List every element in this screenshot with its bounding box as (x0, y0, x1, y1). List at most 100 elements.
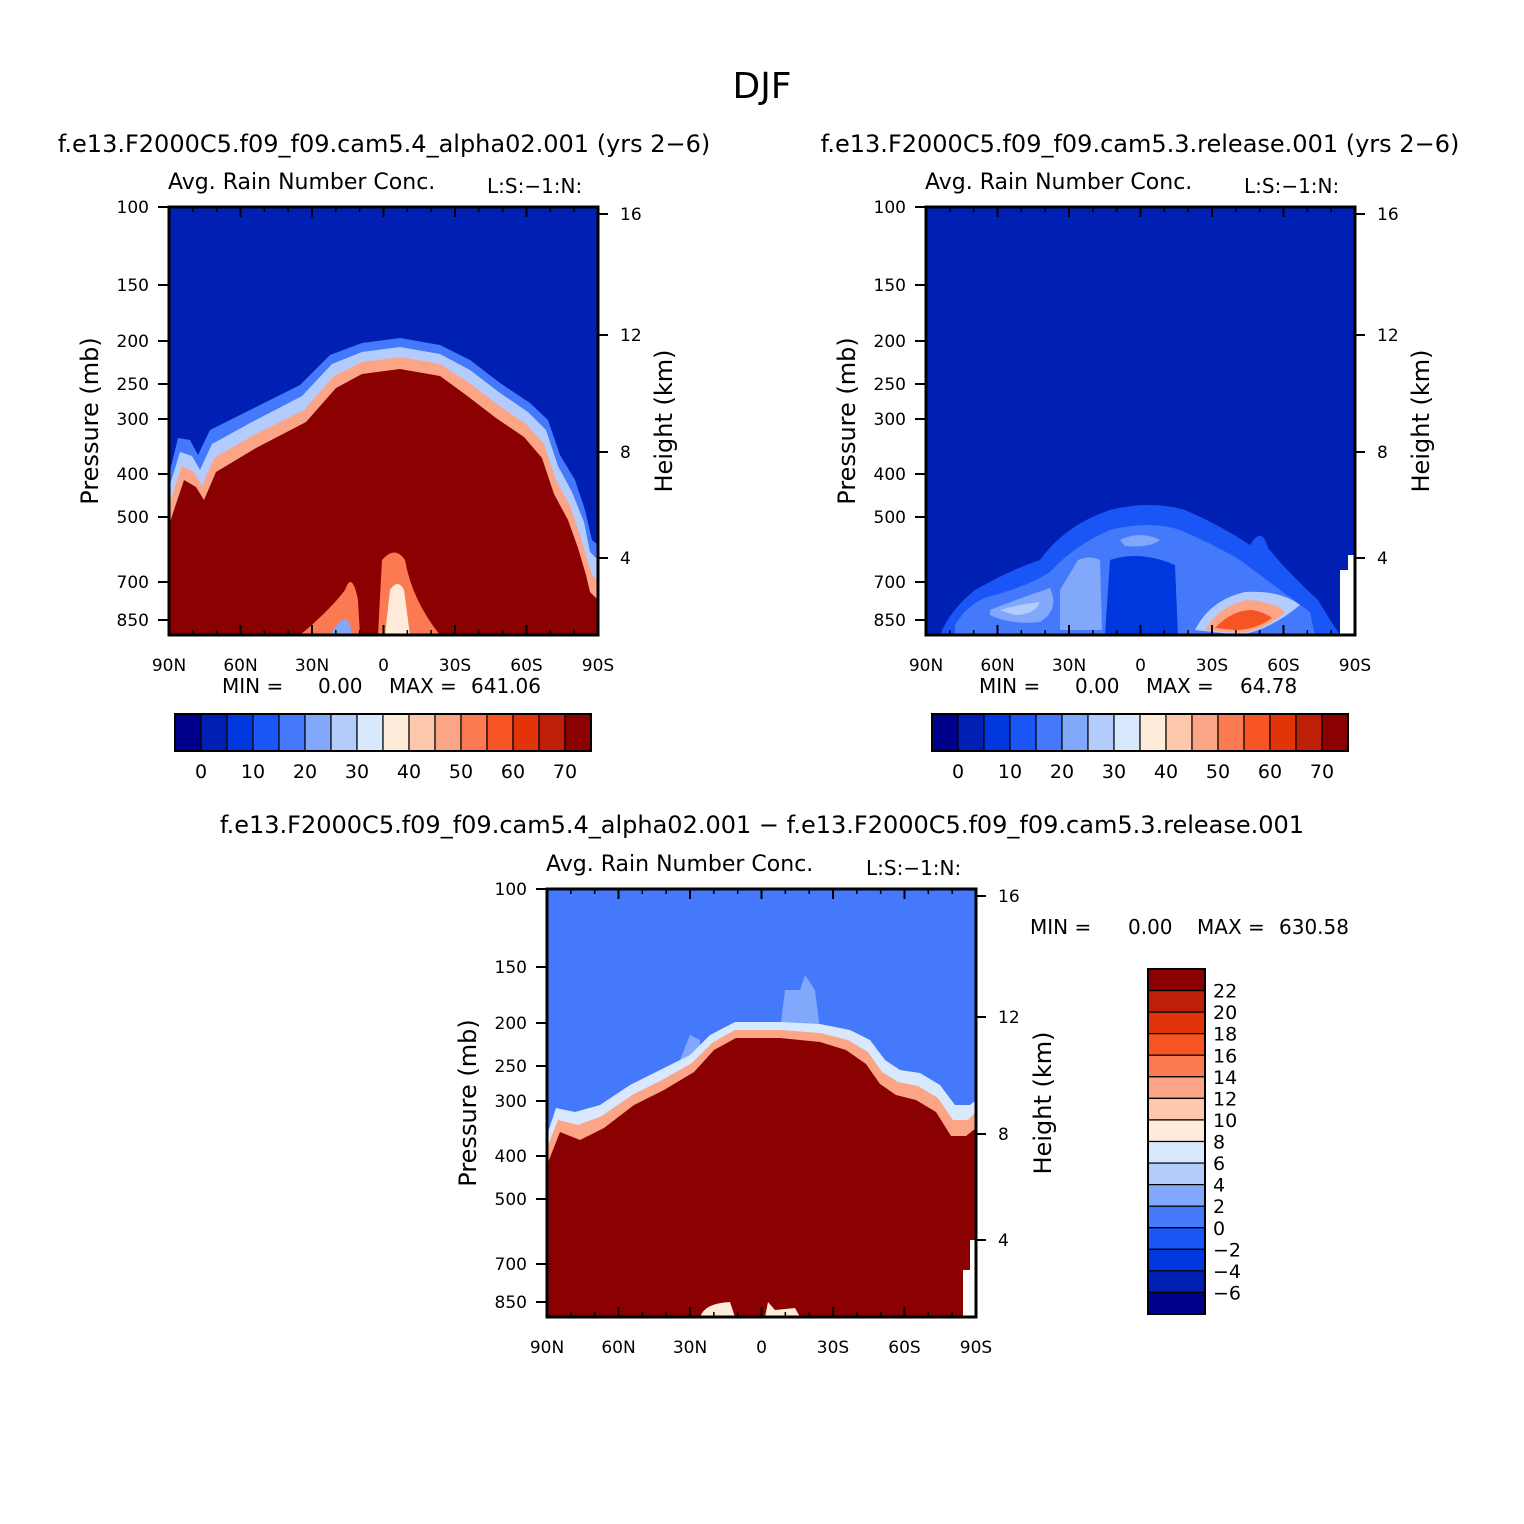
colorbar-label: 22 (1213, 981, 1237, 1003)
right-y-tick-label: 12 (998, 1008, 1020, 1028)
y-tick-label: 700 (117, 573, 149, 593)
case-title: f.e13.F2000C5.f09_f09.cam5.3.release.001… (821, 130, 1460, 158)
y-axis-label: Pressure (mb) (454, 1019, 482, 1186)
y-tick-label: 850 (874, 611, 906, 631)
colorbar-box (1147, 1033, 1206, 1056)
x-tick-label: 0 (756, 1338, 767, 1358)
colorbar-label: 30 (345, 761, 369, 783)
colorbar-box (382, 713, 410, 752)
x-tick-label: 0 (1135, 656, 1146, 676)
max-value: 641.06 (471, 674, 541, 698)
right-y-axis: 16 12 8 4 (976, 887, 1020, 1251)
colorbar-box (1147, 968, 1206, 992)
max-label: MAX = (389, 674, 457, 698)
colorbar-label: −4 (1213, 1261, 1241, 1283)
y-tick-label: 400 (117, 465, 149, 485)
y-tick-label: 700 (495, 1255, 527, 1275)
colorbar-box (1147, 1291, 1206, 1315)
y-tick-label: 250 (495, 1057, 527, 1077)
colorbar-box (957, 713, 985, 752)
x-tick-label: 60N (601, 1338, 635, 1358)
colorbar-box (252, 713, 280, 752)
y-tick-label: 250 (874, 375, 906, 395)
colorbar-box (1113, 713, 1141, 752)
colorbar-box (1147, 989, 1206, 1013)
x-tick-label: 60S (888, 1338, 920, 1358)
y-tick-label: 200 (117, 332, 149, 352)
case-title: f.e13.F2000C5.f09_f09.cam5.4_alpha02.001… (58, 130, 711, 158)
contour-field (926, 207, 1355, 635)
colorbar-label: 4 (1213, 1175, 1225, 1197)
right-y-axis: 16 12 8 4 (1355, 205, 1399, 569)
max-value: 630.58 (1279, 915, 1349, 939)
y-tick-label: 500 (495, 1190, 527, 1210)
x-tick-label: 60N (980, 656, 1014, 676)
colorbar-box (1147, 1054, 1206, 1078)
y-tick-label: 400 (874, 465, 906, 485)
colorbar-label: 8 (1213, 1132, 1225, 1154)
y-tick-label: 300 (495, 1092, 527, 1112)
right-y-axis-label: Height (km) (650, 350, 678, 493)
y-axis: 100 150 200 250 300 400 500 700 850 (874, 198, 926, 631)
colorbar-label: 16 (1213, 1045, 1237, 1067)
colorbar-box (1147, 1248, 1206, 1272)
colorbar-box (1147, 1270, 1206, 1294)
colorbar-label: 20 (293, 761, 317, 783)
panel-2: f.e13.F2000C5.f09_f09.cam5.3.release.001… (821, 130, 1460, 783)
right-y-tick-label: 16 (1377, 205, 1399, 225)
right-y-tick-label: 12 (620, 326, 642, 346)
colorbar-label: −6 (1213, 1282, 1241, 1304)
y-axis: 100 150 200 250 300 400 500 700 850 (495, 880, 547, 1313)
colorbar-box (1269, 713, 1297, 752)
right-y-tick-label: 16 (620, 205, 642, 225)
colorbar-box (1061, 713, 1089, 752)
y-tick-label: 150 (874, 276, 906, 296)
x-tick-label: 90N (152, 656, 186, 676)
colorbar-label: 50 (449, 761, 473, 783)
x-tick-label: 90N (909, 656, 943, 676)
max-label: MAX = (1146, 674, 1214, 698)
colorbar-label: −2 (1213, 1239, 1241, 1261)
colorbar-box (174, 713, 202, 752)
colorbar: 0 10 20 30 40 50 60 70 (174, 713, 592, 783)
colorbar-box (1147, 1119, 1206, 1143)
colorbar-box (1147, 1205, 1206, 1229)
colorbar-label: 10 (998, 761, 1022, 783)
y-tick-label: 500 (874, 508, 906, 528)
colorbar-label: 30 (1102, 761, 1126, 783)
colorbar-label: 20 (1050, 761, 1074, 783)
plot-title: Avg. Rain Number Conc. (925, 170, 1192, 195)
panel-1: f.e13.F2000C5.f09_f09.cam5.4_alpha02.001… (58, 130, 711, 783)
x-tick-label: 90S (960, 1338, 992, 1358)
colorbar-box (1147, 1184, 1206, 1207)
plot-title: Avg. Rain Number Conc. (546, 852, 813, 877)
colorbar-label: 0 (195, 761, 207, 783)
x-tick-label: 30N (1052, 656, 1086, 676)
x-tick-label: 60S (1267, 656, 1299, 676)
colorbar-box (304, 713, 332, 752)
colorbar-label: 12 (1213, 1088, 1237, 1110)
colorbar-frame (931, 713, 1349, 752)
colorbar-box (1147, 1140, 1206, 1164)
y-tick-label: 400 (495, 1147, 527, 1167)
x-axis: 90N 60N 30N 0 30S 60S 90S (530, 889, 992, 1358)
colorbar-box (1147, 1227, 1206, 1250)
colorbar-box (460, 713, 488, 752)
y-tick-label: 150 (495, 958, 527, 978)
x-tick-label: 90N (530, 1338, 564, 1358)
colorbar-box (512, 713, 540, 752)
colorbar-label: 0 (1213, 1218, 1225, 1240)
colorbar-box (1147, 1097, 1206, 1121)
case-title: f.e13.F2000C5.f09_f09.cam5.4_alpha02.001… (220, 811, 1304, 839)
colorbar-box (1243, 713, 1271, 752)
x-tick-label: 30S (817, 1338, 849, 1358)
colorbar-box (330, 713, 358, 752)
colorbar-box (538, 713, 566, 752)
level-code: L:S:−1:N: (866, 856, 961, 880)
colorbar-box (278, 713, 306, 752)
colorbar-box (1139, 713, 1167, 752)
colorbar-box (1165, 713, 1193, 752)
y-tick-label: 850 (495, 1293, 527, 1313)
